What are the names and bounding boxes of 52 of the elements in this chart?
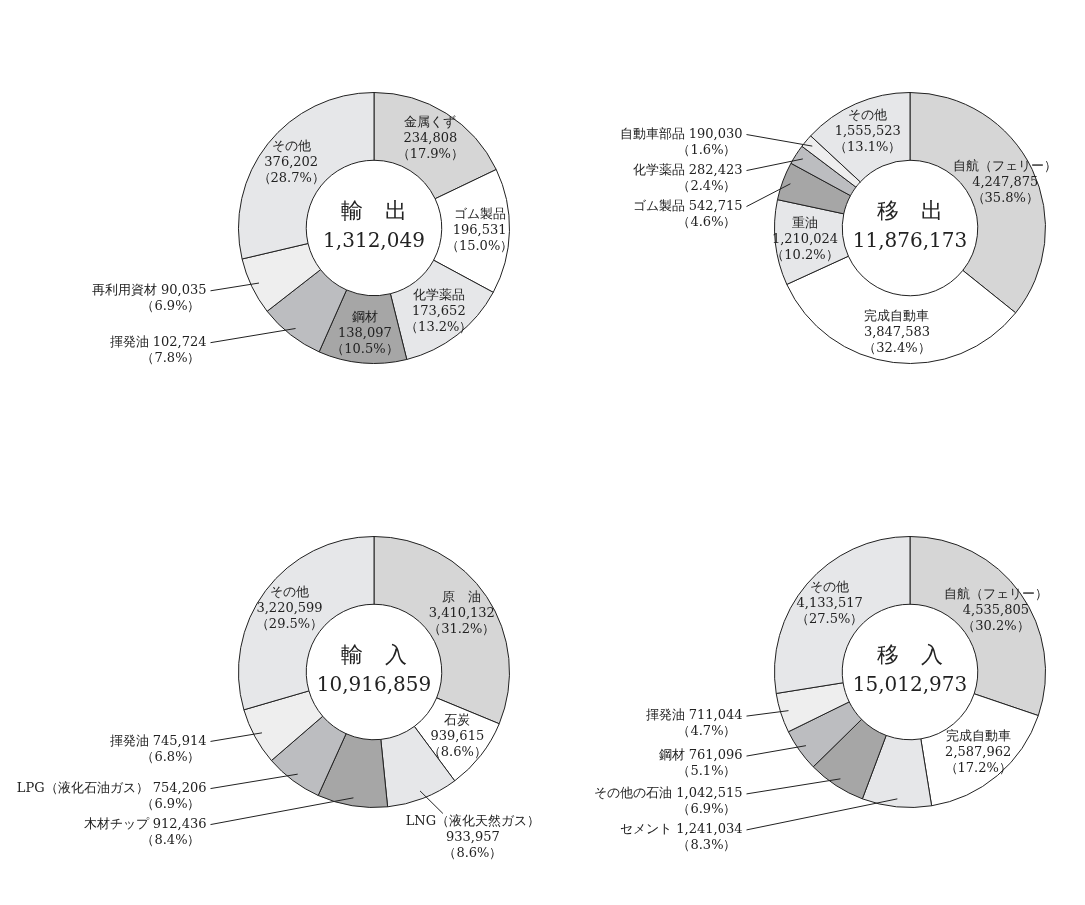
slice-label: 自動車部品 190,030 （1.6%） <box>619 125 743 157</box>
data-label: 4,535,805 （30.2%） <box>962 601 1030 633</box>
slice-label: その他 <box>810 578 850 594</box>
data-label: 3,220,599 （29.5%） <box>255 599 324 631</box>
data-label: 4,133,517 （27.5%） <box>795 594 864 626</box>
data-label: 376,202 （28.7%） <box>257 153 325 185</box>
data-label: 939,615 （8.6%） <box>427 728 487 760</box>
slice-label: 揮発油 102,724 （7.8%） <box>109 334 207 366</box>
data-label: 3,847,583 （32.4%） <box>863 324 931 356</box>
slice-label: 木材チップ 912,436 （8.4%） <box>83 815 207 847</box>
slice-label: 化学薬品 282,423 （2.4%） <box>632 161 743 193</box>
slice-label: 石炭 <box>444 712 471 728</box>
text: 11,876,173 <box>852 228 968 253</box>
slice-label: 重油 <box>792 214 819 230</box>
text: 1,312,049 <box>323 228 425 253</box>
slice-label: その他 <box>270 583 310 599</box>
slice-label: その他の石油 1,042,515 （6.9%） <box>594 785 743 817</box>
slice-label: 自航（フェリー） <box>953 157 1058 173</box>
data-label: 138,097 （10.5%） <box>331 324 399 356</box>
slice-label: その他 <box>271 137 311 153</box>
text: 10,916,859 <box>316 672 432 697</box>
slice-label: セメント 1,241,034 （8.3%） <box>620 821 743 853</box>
slice-label: 揮発油 711,044 （4.7%） <box>645 707 743 739</box>
slice-label: 原 油 <box>442 588 482 604</box>
slice-label: 金属くず <box>404 114 457 130</box>
data-label: 173,652 （13.2%） <box>405 302 473 334</box>
data-label: 3,410,132 （31.2%） <box>428 604 496 636</box>
slice-label: ゴム製品 542,715 （4.6%） <box>632 197 743 229</box>
text: 輸 出 <box>341 197 407 223</box>
slice-label: 完成自動車 <box>864 308 930 324</box>
slice-label: 完成自動車 <box>945 728 1011 744</box>
text: 移 出 <box>877 197 943 223</box>
slice-label: 揮発油 745,914 （6.8%） <box>109 732 207 764</box>
text: 15,012,973 <box>852 672 968 697</box>
slice-label: その他 <box>848 106 888 122</box>
slice-label: 再利用資材 90,035 （6.9%） <box>91 282 207 314</box>
slice-label: LNG（液化天然ガス） <box>405 812 541 828</box>
text: 輸 入 <box>341 641 407 667</box>
data-label: 234,808 （17.9%） <box>396 130 464 162</box>
slice-label: 鋼材 <box>351 308 378 324</box>
data-label: 933,957 （8.6%） <box>443 828 503 860</box>
data-label: 2,587,962 （17.2%） <box>944 744 1012 776</box>
data-label: 196,531 （15.0%） <box>445 221 514 253</box>
data-label: 1,555,523 （13.1%） <box>834 122 902 154</box>
data-label: 1,210,024 （10.2%） <box>771 230 839 262</box>
slice-label: ゴム製品 <box>453 205 506 221</box>
text: 移 入 <box>877 641 943 667</box>
slice-label: LPG（液化石油ガス） 754,206 （6.9%） <box>16 779 207 811</box>
slice-label: 化学薬品 <box>412 286 465 302</box>
slice-label: 鋼材 761,096 （5.1%） <box>658 747 743 779</box>
slice-label: 自航（フェリー） <box>943 585 1048 601</box>
data-label: 4,247,875 （35.8%） <box>971 173 1039 205</box>
